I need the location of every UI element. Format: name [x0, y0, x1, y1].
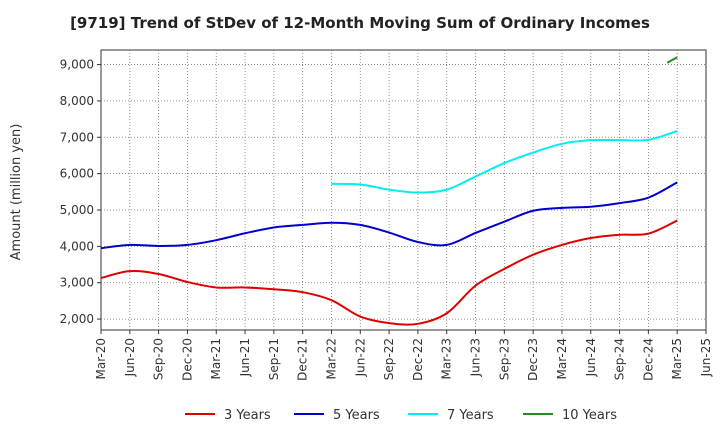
- y-tick-label: 2,000: [60, 312, 94, 326]
- series-line-10-years: [666, 56, 678, 64]
- plot-frame: [100, 49, 707, 331]
- series-line-7-years: [331, 130, 678, 194]
- x-tick-label: Sep-20: [152, 338, 166, 380]
- x-axis-ticks: Mar-20 Jun-20 Sep-20 Dec-20 Mar-21 Jun-21 Sep-…: [94, 330, 713, 381]
- legend-label-5-years: 5 Years: [333, 408, 380, 423]
- x-tick-label: Mar-25: [670, 338, 684, 379]
- x-tick-label: Sep-23: [497, 338, 511, 380]
- chart-title: [9719] Trend of StDev of 12-Month Moving…: [70, 14, 650, 32]
- y-tick-label: 9,000: [60, 58, 94, 72]
- x-tick-label: Mar-22: [324, 338, 338, 379]
- x-tick-label: Dec-20: [180, 338, 194, 381]
- y-tick-label: 8,000: [60, 94, 94, 108]
- x-tick-label: Sep-21: [267, 338, 281, 380]
- x-tick-label: Sep-22: [382, 338, 396, 380]
- y-tick-label: 4,000: [60, 239, 94, 253]
- y-axis-title: Amount (million yen): [9, 124, 24, 261]
- series-layer: [100, 56, 678, 326]
- y-tick-label: 7,000: [60, 130, 94, 144]
- x-tick-label: Dec-23: [526, 338, 540, 381]
- x-tick-label: Sep-24: [613, 338, 627, 380]
- legend: 3 Years 5 Years 7 Years 10 Years: [185, 408, 617, 423]
- x-tick-label: Mar-23: [440, 338, 454, 379]
- x-tick-label: Mar-21: [209, 338, 223, 379]
- x-tick-label: Dec-21: [296, 338, 310, 381]
- x-tick-label: Mar-20: [94, 338, 108, 379]
- x-tick-label: Jun-25: [699, 338, 713, 377]
- legend-label-7-years: 7 Years: [447, 408, 494, 423]
- x-tick-label: Jun-23: [469, 338, 483, 377]
- x-tick-label: Jun-24: [584, 338, 598, 377]
- x-tick-label: Jun-20: [123, 338, 137, 377]
- y-tick-label: 6,000: [60, 167, 94, 181]
- series-line-5-years: [100, 181, 678, 250]
- legend-label-3-years: 3 Years: [224, 408, 271, 423]
- x-tick-label: Mar-24: [555, 338, 569, 379]
- x-tick-label: Jun-21: [238, 338, 252, 377]
- series-line-3-years: [100, 219, 678, 326]
- plot-area: [100, 49, 707, 331]
- y-axis-ticks: 2,000 3,000 4,000 5,000 6,000 7,000 8,000 9,000: [60, 58, 101, 326]
- x-tick-label: Dec-24: [641, 338, 655, 381]
- x-tick-label: Jun-22: [353, 338, 367, 377]
- legend-label-10-years: 10 Years: [562, 408, 617, 423]
- y-tick-label: 3,000: [60, 276, 94, 290]
- x-tick-label: Dec-22: [411, 338, 425, 381]
- y-tick-label: 5,000: [60, 203, 94, 217]
